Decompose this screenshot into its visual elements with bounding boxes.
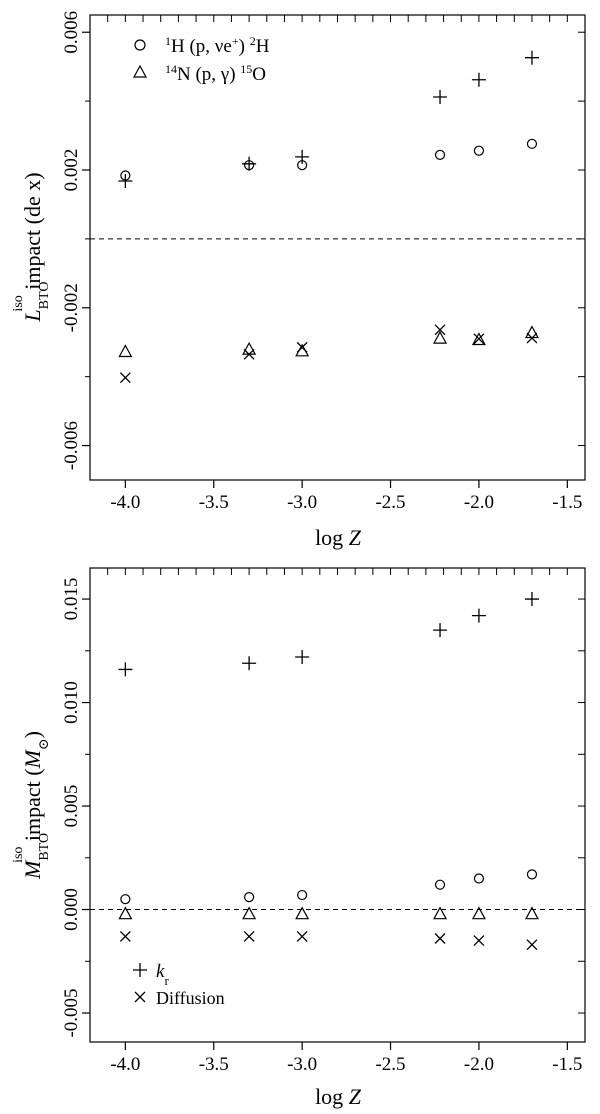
circle-point [120, 894, 131, 905]
legend-label-diffusion: Diffusion [156, 988, 225, 1008]
circle-point [244, 892, 255, 903]
top-legend-item-2: 14N (p, γ) 15O [132, 62, 266, 85]
bottom-panel: -4.0 -3.5 -3.0 -2.5 -2.0 -1.5 -0.005 0.000 0.005… [11, 567, 586, 1109]
top-x-axis-label: log Z [315, 525, 362, 550]
legend-plus-marker [133, 963, 147, 977]
plus-point [471, 72, 486, 87]
x-tick-label: -1.5 [552, 492, 582, 513]
plus-point [524, 50, 539, 65]
x-tick-label: -2.5 [375, 492, 405, 513]
cross-point [526, 332, 538, 344]
top-legend-item-1: 1H (p, νe+) 2H [134, 34, 270, 57]
plus-point [242, 656, 257, 671]
legend-label-1: 1H (p, νe+) 2H [165, 34, 270, 57]
legend-triangle-marker [132, 64, 148, 78]
cross-point [119, 930, 131, 942]
triangle-point [524, 906, 539, 920]
top-marks [90, 50, 585, 384]
top-panel: -4.0 -3.5 -3.0 -2.5 -2.0 -1.5 -0.006 -0.002 0.00… [11, 11, 586, 550]
triangle-point [242, 906, 257, 920]
plus-point [433, 623, 448, 638]
triangle-point [295, 906, 310, 920]
bottom-legend-item-1: kr [133, 961, 169, 988]
y-tick-label: 0.006 [61, 11, 82, 54]
cross-point [434, 933, 446, 944]
bottom-y-axis-label: MBTOiso impact (M⊙) [11, 731, 52, 880]
plus-point [295, 650, 310, 665]
top-y-axis-label: LBTOiso impact (de x) [11, 172, 52, 322]
legend-circle-marker [134, 39, 146, 51]
cross-point [296, 930, 308, 942]
plus-point [433, 89, 448, 104]
legend-label-2: 14N (p, γ) 15O [165, 62, 266, 85]
top-plot-frame [89, 14, 586, 481]
plus-point [524, 592, 539, 607]
x-tick-label: -4.0 [110, 492, 140, 513]
cross-point [243, 930, 255, 942]
circle-point [434, 149, 446, 160]
x-tick-label: -2.0 [464, 1054, 494, 1075]
bottom-legend: kr Diffusion [133, 961, 225, 1008]
bottom-x-axis-label: log Z [315, 1084, 362, 1109]
y-tick-label: 0.015 [61, 578, 82, 621]
plus-point [118, 662, 133, 677]
triangle-point [118, 344, 133, 358]
y-tick-label: -0.006 [61, 421, 82, 470]
y-tick-label: -0.002 [61, 283, 82, 332]
triangle-point [471, 332, 486, 346]
cross-point [434, 324, 446, 336]
x-tick-label: -4.0 [110, 1054, 140, 1075]
plus-point [471, 608, 486, 623]
plus-point [242, 156, 257, 171]
legend-label-kr: kr [156, 961, 169, 988]
top-legend: 1H (p, νe+) 2H 14N (p, γ) 15O [132, 34, 270, 85]
x-tick-label: -3.0 [287, 1054, 317, 1075]
triangle-point [118, 906, 133, 920]
triangle-point [433, 906, 448, 920]
cross-point [473, 333, 485, 345]
y-tick-label: 0.000 [61, 888, 82, 931]
cross-point [473, 935, 485, 947]
circle-point [526, 869, 538, 880]
circle-point [473, 873, 485, 884]
bottom-ticks: -4.0 -3.5 -3.0 -2.5 -2.0 -1.5 -0.005 0.000 0.005… [61, 568, 585, 1075]
cross-point [296, 341, 308, 353]
x-tick-label: -3.5 [199, 492, 229, 513]
cross-point [243, 348, 255, 360]
y-tick-label: 0.002 [61, 149, 82, 192]
cross-point [119, 372, 131, 384]
triangle-point [471, 906, 486, 920]
x-tick-label: -1.5 [552, 1054, 582, 1075]
circle-point [473, 145, 485, 156]
top-ticks: -4.0 -3.5 -3.0 -2.5 -2.0 -1.5 -0.006 -0.002 0.00… [61, 11, 585, 513]
triangle-point [242, 341, 257, 355]
x-tick-label: -3.0 [287, 492, 317, 513]
cross-point [526, 939, 538, 951]
y-tick-label: -0.005 [61, 988, 82, 1037]
circle-point [526, 138, 538, 149]
x-tick-label: -2.5 [375, 1054, 405, 1075]
y-tick-label: 0.010 [61, 681, 82, 724]
circle-point [297, 889, 308, 901]
triangle-point [524, 325, 539, 339]
plus-point [295, 149, 310, 164]
bottom-legend-item-2: Diffusion [134, 988, 225, 1008]
x-tick-label: -3.5 [199, 1054, 229, 1075]
plus-point [118, 174, 133, 189]
y-tick-label: 0.005 [61, 785, 82, 828]
bottom-marks [90, 592, 585, 951]
triangle-point [433, 330, 448, 344]
legend-cross-marker [134, 991, 146, 1003]
circle-point [434, 879, 446, 890]
x-tick-label: -2.0 [464, 492, 494, 513]
